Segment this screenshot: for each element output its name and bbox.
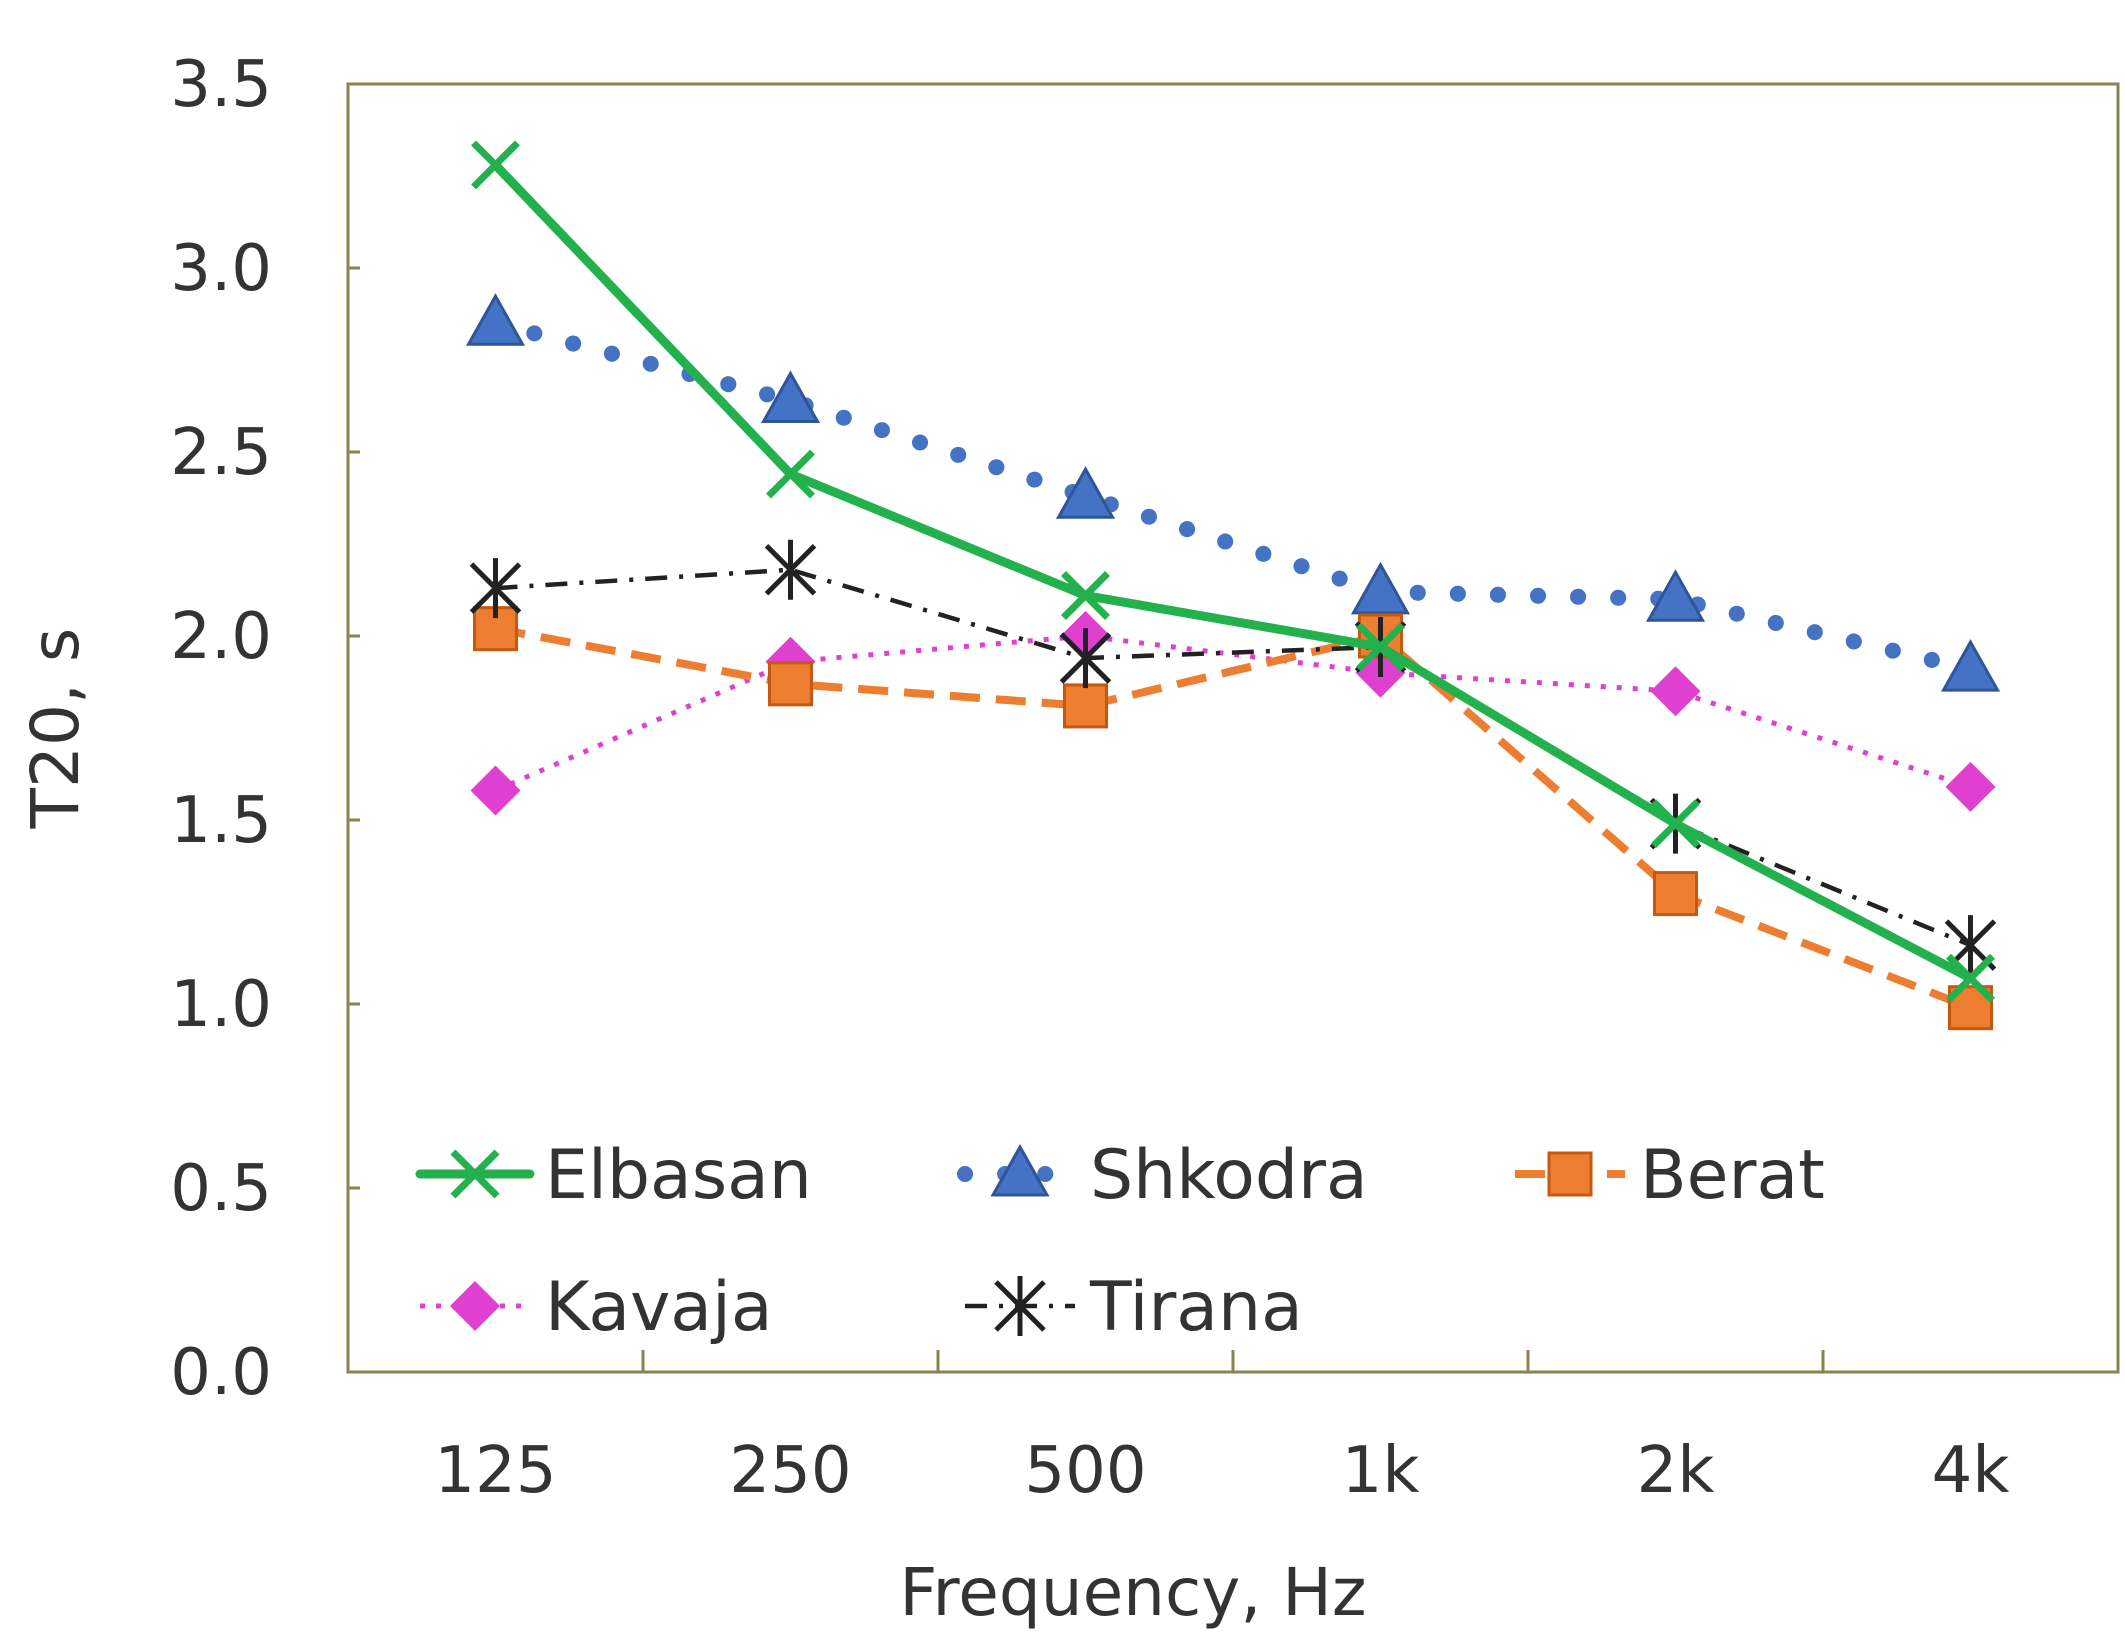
y-tick-label: 3.0 <box>170 232 272 306</box>
legend-item-berat: Berat <box>1515 1136 1825 1215</box>
legend: Elbasan Shkodra Berat Kavaja Tirana <box>415 1136 1825 1347</box>
data-point-berat <box>768 661 813 707</box>
data-point-kavaja <box>470 765 521 816</box>
legend-marker <box>450 1149 500 1199</box>
y-axis-title: T20, s <box>17 628 94 830</box>
legend-label: Berat <box>1640 1136 1825 1215</box>
data-point-tirana <box>1059 628 1112 689</box>
y-tick-label: 1.0 <box>170 968 272 1042</box>
series-line-berat <box>494 624 1972 1012</box>
legend-label: Elbasan <box>545 1136 812 1215</box>
legend-marker <box>994 1276 1046 1336</box>
data-point-tirana <box>764 539 817 600</box>
y-tick-label: 0.5 <box>170 1152 272 1226</box>
data-point-berat <box>1653 871 1698 917</box>
legend-marker <box>450 1281 500 1331</box>
data-point-elbasan <box>1061 571 1110 620</box>
data-point-elbasan <box>1651 799 1700 849</box>
legend-label: Kavaja <box>545 1268 773 1347</box>
legend-item-elbasan: Elbasan <box>415 1136 812 1215</box>
data-point-shkodra <box>1055 466 1116 519</box>
series-shkodra <box>465 293 2001 692</box>
data-point-elbasan <box>1946 953 1995 1003</box>
x-tick-label: 4k <box>1932 1434 2010 1508</box>
data-point-elbasan <box>471 140 520 190</box>
data-point-shkodra <box>760 370 821 424</box>
x-tick-label: 250 <box>729 1434 851 1508</box>
series-elbasan <box>471 140 1995 1003</box>
x-tick-labels: 125 250 500 1k 2k 4k <box>434 1434 2009 1508</box>
y-tick-label: 2.0 <box>170 600 272 674</box>
x-tick-label: 2k <box>1637 1434 1715 1508</box>
legend-label: Tirana <box>1089 1268 1303 1347</box>
x-tick-label: 500 <box>1024 1434 1146 1508</box>
data-point-berat <box>1063 683 1108 729</box>
y-tick-labels: 0.0 0.5 1.0 1.5 2.0 2.5 3.0 3.5 <box>170 48 360 1410</box>
data-point-elbasan <box>766 449 815 499</box>
data-point-tirana <box>469 558 522 619</box>
series-layer <box>465 140 2001 1031</box>
series-line-elbasan <box>491 160 1975 983</box>
legend-label: Shkodra <box>1090 1136 1368 1215</box>
data-point-kavaja <box>1650 666 1701 717</box>
legend-marker <box>1547 1151 1593 1197</box>
x-axis-title: Frequency, Hz <box>899 1554 1366 1631</box>
data-point-shkodra <box>1350 561 1411 615</box>
legend-item-kavaja: Kavaja <box>420 1268 773 1347</box>
data-point-shkodra <box>465 293 526 346</box>
x-tick-label: 1k <box>1342 1434 1420 1508</box>
y-tick-label: 0.0 <box>170 1336 272 1410</box>
legend-item-tirana: Tirana <box>965 1268 1303 1347</box>
y-tick-label: 2.5 <box>170 416 272 490</box>
y-tick-label: 3.5 <box>170 48 272 122</box>
data-point-elbasan <box>1356 622 1405 672</box>
y-tick-label: 1.5 <box>170 784 272 858</box>
data-point-kavaja <box>1945 761 1996 812</box>
legend-item-shkodra: Shkodra <box>957 1136 1368 1215</box>
legend-marker <box>990 1143 1050 1197</box>
x-tick-label: 125 <box>434 1434 556 1508</box>
data-point-shkodra <box>1645 569 1706 622</box>
x-tick-marks <box>641 1350 1825 1372</box>
data-point-shkodra <box>1940 639 2001 692</box>
series-line-tirana <box>495 567 1972 948</box>
